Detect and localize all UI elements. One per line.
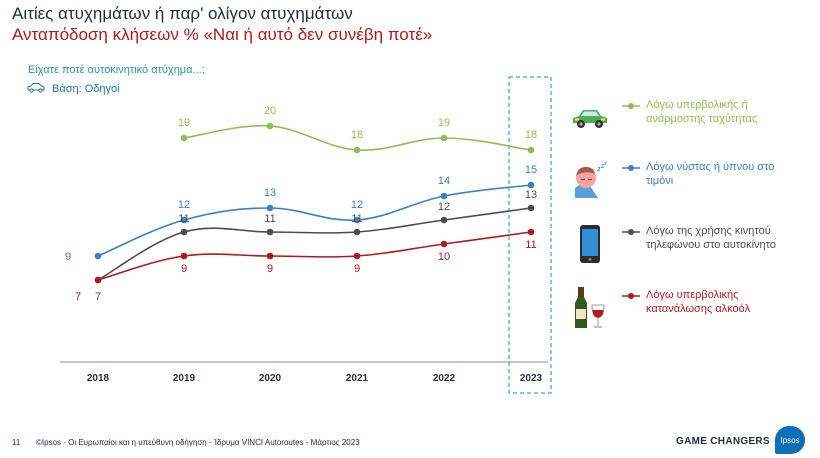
- data-label-sleep-2021: 12: [351, 199, 363, 211]
- data-label-phone-2020: 11: [264, 213, 275, 225]
- data-label-speed-2021: 18: [351, 129, 363, 141]
- legend-marker-alcohol: [622, 293, 640, 299]
- base-note: Βάση: Οδηγοί: [26, 80, 120, 98]
- data-label-phone-2021: 11: [351, 213, 362, 225]
- x-tick-2023: 2023: [520, 373, 543, 384]
- data-label-alcohol-2019: 9: [181, 263, 187, 275]
- legend-marker-speed: [622, 103, 640, 109]
- data-point-speed-2022: [440, 134, 448, 142]
- legend-item-phone: Λόγω της χρήσης κινητού τηλεφώνου στο αυ…: [570, 224, 796, 264]
- data-point-speed-2023: [527, 146, 535, 154]
- data-label-sleep-2022: 14: [438, 175, 450, 187]
- data-point-speed-2020: [266, 122, 274, 130]
- legend-item-sleep: z z z Λόγω νύστας ή ύπνου στο τιμόνι: [570, 160, 796, 200]
- data-point-alcohol-2022: [440, 240, 448, 248]
- data-label-speed-2020: 20: [264, 105, 276, 117]
- car-outline-icon: [26, 80, 46, 98]
- data-point-alcohol-2023: [527, 228, 535, 236]
- data-label-alcohol-2020: 9: [267, 263, 273, 275]
- legend-label-sleep: Λόγω νύστας ή ύπνου στο τιμόνι: [646, 161, 775, 187]
- data-label-phone-2018: 7: [95, 291, 101, 303]
- data-point-phone-2020: [266, 228, 274, 236]
- data-label-alcohol-2023: 11: [525, 239, 536, 251]
- legend-label-speed: Λόγω υπερβολικής ή ανάρμοστης ταχύτητας: [646, 99, 758, 125]
- series-line-alcohol: [97, 231, 532, 281]
- page-number: 11: [12, 438, 21, 447]
- series-line-sleep: [97, 184, 532, 257]
- survey-question: Είχατε ποτέ αυτοκινητικό ατύχημα...;: [28, 64, 205, 76]
- base-label: Βάση: Οδηγοί: [52, 83, 120, 95]
- data-label-phone-2022: 12: [438, 201, 450, 213]
- data-point-speed-2019: [180, 134, 188, 142]
- data-point-alcohol-2019: [180, 252, 188, 260]
- sleepy-face-icon: z z z: [570, 160, 610, 200]
- data-label-sleep-2019: 12: [178, 199, 190, 211]
- svg-text:z: z: [601, 163, 604, 170]
- page-subtitle: Ανταπόδοση κλήσεων % «Ναι ή αυτό δεν συν…: [12, 25, 433, 44]
- data-label-speed-2023: 18: [525, 129, 537, 141]
- series-line-phone: [97, 207, 532, 281]
- data-label-speed-2022: 19: [438, 117, 450, 129]
- data-point-phone-2023: [527, 204, 535, 212]
- car-icon: [570, 98, 610, 138]
- data-point-phone-2019: [180, 228, 188, 236]
- wine-icon: [570, 287, 610, 328]
- data-point-alcohol-2021: [353, 252, 361, 260]
- data-point-phone-2022: [440, 216, 448, 224]
- legend-marker-sleep: [622, 165, 640, 171]
- data-label-phone-2019: 11: [178, 213, 189, 225]
- x-tick-2019: 2019: [173, 373, 196, 384]
- data-point-sleep-2018: [94, 252, 102, 260]
- x-tick-2021: 2021: [346, 373, 369, 384]
- data-point-alcohol-2020: [266, 252, 274, 260]
- legend-label-alcohol: Λόγω υπερβολικής κατανάλωσης αλκοόλ: [646, 289, 751, 315]
- x-tick-2018: 2018: [87, 373, 110, 384]
- data-point-alcohol-2018: [94, 276, 102, 284]
- data-point-sleep-2020: [266, 204, 274, 212]
- data-point-sleep-2019: [180, 216, 188, 224]
- data-point-sleep-2021: [353, 216, 361, 224]
- data-label-alcohol-2022: 10: [438, 251, 450, 263]
- data-point-speed-2021: [353, 146, 361, 154]
- data-label-sleep-2020: 13: [264, 187, 276, 199]
- data-point-sleep-2022: [440, 192, 448, 200]
- svg-text:z: z: [597, 165, 601, 173]
- x-tick-2020: 2020: [259, 373, 282, 384]
- ipsos-logo: Ipsos: [775, 426, 805, 454]
- page-title: Αιτίες ατυχημάτων ή παρ' ολίγον ατυχημάτ…: [12, 4, 353, 23]
- x-tick-2022: 2022: [433, 373, 456, 384]
- legend-marker-phone: [622, 229, 640, 235]
- data-label-speed-2019: 19: [178, 117, 190, 129]
- data-label-alcohol-2021: 9: [354, 263, 360, 275]
- data-label-phone-2023: 13: [525, 189, 537, 201]
- source-note: ©Ipsos - Οι Ευρωπαίοι και η υπεύθυνη οδή…: [36, 438, 360, 447]
- data-point-sleep-2023: [527, 181, 535, 189]
- data-point-phone-2021: [353, 228, 361, 236]
- highlight-box-2023: [508, 76, 552, 394]
- mobile-phone-icon: [570, 224, 610, 264]
- data-label-alcohol-2018: 7: [75, 291, 81, 303]
- legend-label-phone: Λόγω της χρήσης κινητού τηλεφώνου στο αυ…: [646, 225, 776, 251]
- svg-text:z: z: [604, 162, 607, 167]
- data-label-sleep-2023: 15: [525, 164, 537, 176]
- legend-item-alcohol: Λόγω υπερβολικής κατανάλωσης αλκοόλ: [570, 287, 796, 328]
- data-label-sleep-2018: 9: [65, 251, 71, 263]
- legend-item-speed: Λόγω υπερβολικής ή ανάρμοστης ταχύτητας: [570, 98, 796, 138]
- tagline: GAME CHANGERS: [676, 436, 770, 447]
